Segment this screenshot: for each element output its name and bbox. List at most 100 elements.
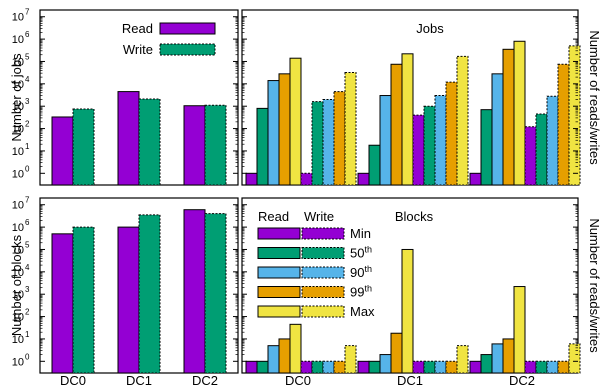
- bar-write-dc0: [72, 108, 95, 186]
- bar-write-50th-dc1: [423, 360, 436, 374]
- bar-read-max-dc0: [289, 57, 302, 186]
- bar-read-90th-dc1: [379, 354, 392, 374]
- bar-write-max-dc1: [456, 55, 469, 186]
- x-tick-label-dc0: DC0: [60, 373, 86, 387]
- legend-read-swatch-3: [257, 286, 301, 298]
- bar-write-50th-dc1: [423, 105, 436, 186]
- x-tick-label-dc1: DC1: [126, 373, 152, 387]
- x-tick-label-dc1: DC1: [397, 373, 423, 387]
- bar-write-50th-dc2: [535, 360, 548, 374]
- bar-write-max-dc2: [568, 45, 581, 186]
- bar-write-dc1: [138, 98, 161, 186]
- bar-read-50th-dc1: [368, 144, 381, 186]
- bar-read-dc0: [51, 116, 74, 186]
- blocks-count-ytick-exponent: 0: [25, 352, 30, 361]
- bar-write-dc1: [138, 214, 161, 374]
- bar-write-99th-dc0: [333, 91, 346, 186]
- bar-read-90th-dc2: [491, 343, 504, 374]
- bar-write-min-dc2: [524, 360, 537, 374]
- bar-write-50th-dc0: [311, 360, 324, 374]
- legend-write-swatch-3: [301, 286, 345, 298]
- jobs-count-ytick-exponent: 3: [25, 97, 30, 106]
- bar-write-99th-dc0: [333, 360, 346, 374]
- jobs-count-ytick-exponent: 5: [25, 52, 30, 61]
- bar-write-90th-dc0: [322, 98, 335, 186]
- jobs-count-ytick-exponent: 2: [25, 120, 30, 129]
- bar-write-99th-dc2: [557, 360, 570, 374]
- bar-write-max-dc1: [456, 345, 469, 374]
- bar-write-99th-dc2: [557, 63, 570, 186]
- x-tick-label-dc2: DC2: [509, 373, 535, 387]
- bar-write-min-dc1: [412, 360, 425, 374]
- bar-read-min-dc2: [469, 172, 482, 186]
- blocks-count-ytick-label: 10: [12, 312, 24, 324]
- bar-read-min-dc1: [357, 172, 370, 186]
- bar-read-99th-dc2: [502, 48, 515, 186]
- legend-read-swatch-2: [257, 266, 301, 279]
- jobs-count-ytick-label: 10: [12, 34, 24, 46]
- bar-read-50th-dc0: [256, 360, 269, 374]
- bar-read-99th-dc0: [278, 338, 291, 374]
- bar-read-max-dc0: [289, 323, 302, 374]
- bar-read-max-dc1: [401, 53, 414, 186]
- legend-read-swatch-4: [257, 305, 301, 318]
- blocks-count-ytick-label: 10: [12, 200, 24, 212]
- bar-read-max-dc2: [513, 286, 526, 374]
- bar-read-99th-dc0: [278, 73, 291, 186]
- blocks-count-ylabel: Number of blocks: [9, 234, 24, 336]
- jobs-count-ytick-exponent: 6: [25, 30, 30, 39]
- blocks-count-ytick-exponent: 6: [25, 218, 30, 227]
- x-tick-label-dc0: DC0: [285, 373, 311, 387]
- jobs-count-ytick-label: 10: [12, 79, 24, 91]
- legend-read-label: Read: [122, 21, 153, 36]
- jobs-count-ytick-label: 10: [12, 56, 24, 68]
- legend-stat-sup-2: th: [364, 264, 372, 274]
- bar-read-90th-dc0: [267, 345, 280, 374]
- bar-read-dc1: [117, 91, 140, 186]
- jobs-stats-ylabel: Number of reads/writes: [587, 30, 602, 165]
- bar-write-min-dc1: [412, 114, 425, 186]
- jobs-count-ytick-exponent: 4: [25, 75, 30, 84]
- bar-write-max-dc0: [344, 345, 357, 374]
- legend-write-label: Write: [123, 42, 153, 57]
- blocks-count-ytick-exponent: 1: [25, 330, 30, 339]
- bar-write-90th-dc2: [546, 95, 559, 186]
- bar-write-50th-dc2: [535, 113, 548, 186]
- bar-write-min-dc0: [300, 360, 313, 374]
- bar-write-min-dc2: [524, 126, 537, 186]
- blocks-count-ytick-exponent: 7: [25, 196, 30, 205]
- legend-write-swatch-4: [301, 305, 345, 318]
- bar-read-min-dc0: [245, 172, 258, 186]
- bar-read-90th-dc0: [267, 80, 280, 186]
- jobs-stats-title: Jobs: [416, 21, 444, 36]
- legend-stat-label-3: 99th: [350, 284, 372, 300]
- bar-read-50th-dc0: [256, 107, 269, 186]
- legend-read-swatch-0: [257, 227, 301, 240]
- legend-header-read: Read: [258, 209, 289, 224]
- bar-read-50th-dc1: [368, 360, 381, 374]
- bar-read-dc2: [183, 209, 206, 374]
- bar-read-min-dc0: [245, 360, 258, 374]
- jobs-count-ytick-label: 10: [12, 101, 24, 113]
- blocks-count-ytick-exponent: 4: [25, 263, 30, 272]
- bar-write-90th-dc1: [434, 95, 447, 186]
- jobs-count-ytick-label: 10: [12, 124, 24, 136]
- blocks-count-ytick-label: 10: [12, 289, 24, 301]
- bar-read-max-dc1: [401, 248, 414, 374]
- bar-read-99th-dc2: [502, 338, 515, 374]
- blocks-count-ytick-label: 10: [12, 244, 24, 256]
- legend-write-swatch-0: [301, 227, 345, 240]
- legend-stat-sup-1: th: [364, 245, 372, 255]
- bar-read-90th-dc2: [491, 73, 504, 186]
- stats-legend: Read Write Min 50th 90th 99th Max: [257, 209, 375, 319]
- bar-write-dc2: [204, 104, 227, 186]
- legend-header-write: Write: [304, 209, 334, 224]
- bar-read-50th-dc2: [480, 354, 493, 374]
- bar-read-90th-dc1: [379, 95, 392, 186]
- bar-read-min-dc1: [357, 360, 370, 374]
- blocks-count-ytick-exponent: 5: [25, 240, 30, 249]
- bar-read-dc1: [117, 226, 140, 374]
- bar-read-dc2: [183, 105, 206, 186]
